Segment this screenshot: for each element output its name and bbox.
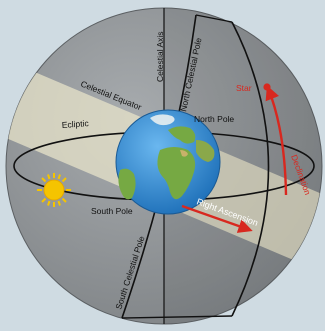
sun-icon: [37, 173, 71, 207]
star-label: Star: [236, 83, 252, 93]
pole-connector-top: [195, 14, 233, 23]
ecliptic-label: Ecliptic: [61, 118, 89, 130]
north-pole-label: North Pole: [194, 114, 234, 124]
right-ascension-arrow: [181, 204, 253, 233]
south-pole-label: South Pole: [91, 206, 133, 216]
star-meridian-line: [231, 21, 270, 317]
star-marker-icon: [263, 83, 271, 91]
declination-arc: [265, 85, 288, 196]
earth-globe-icon: [115, 109, 221, 215]
pole-connector-bottom: [121, 315, 233, 319]
celestial-axis-label: Celestial Axis: [155, 31, 165, 82]
sphere-shade: [164, 8, 322, 324]
